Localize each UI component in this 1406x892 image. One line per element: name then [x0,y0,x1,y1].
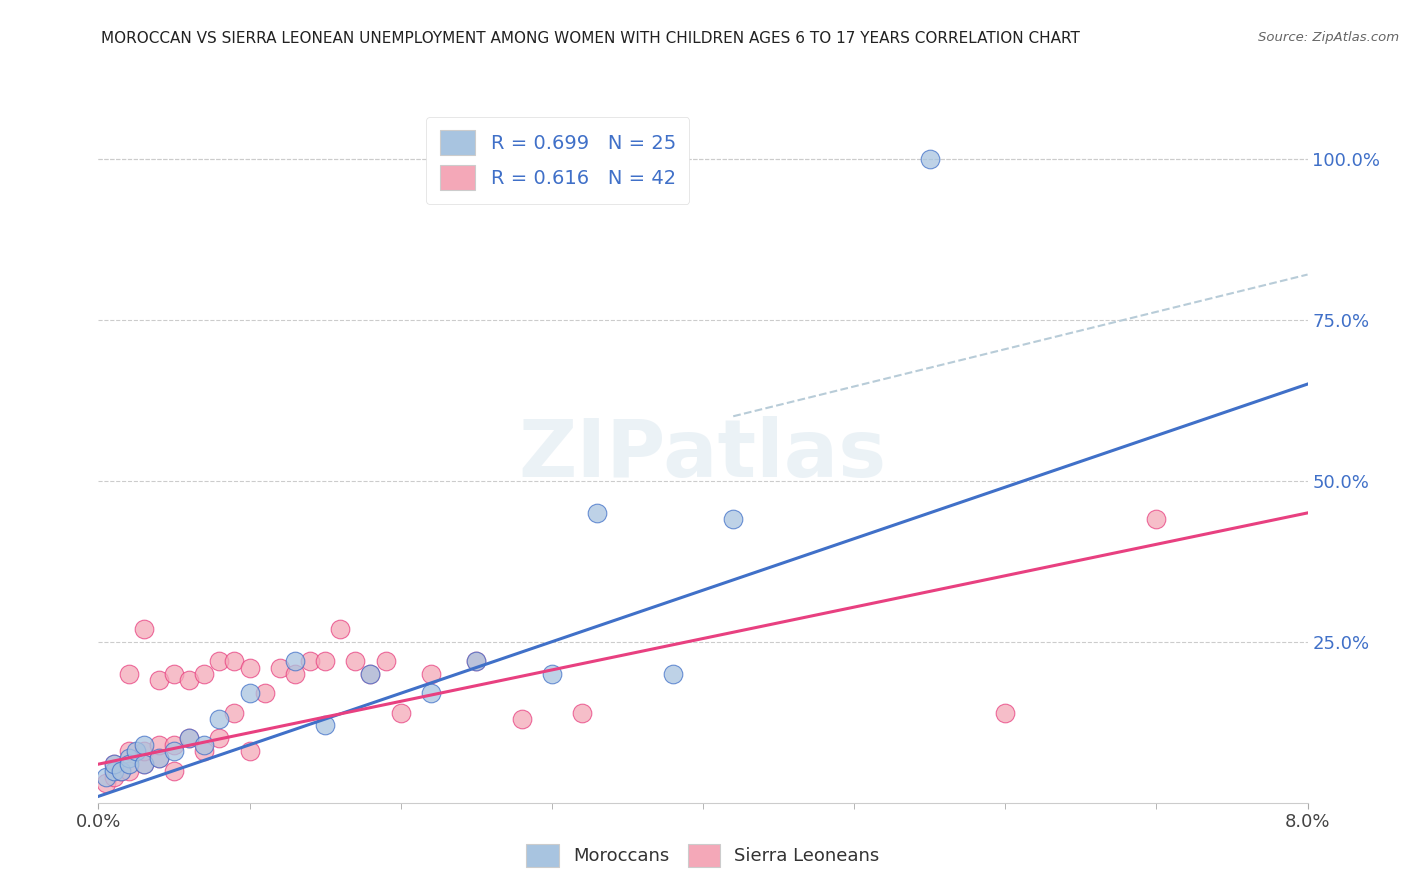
Point [314,718,336,732]
Point [118,667,141,681]
Point [132,757,155,772]
Point [148,750,170,764]
Point [224,654,246,668]
Point [299,654,322,668]
Point [103,770,125,784]
Point [420,667,443,681]
Point [163,738,186,752]
Point [994,706,1017,720]
Point [179,673,201,688]
Point [132,744,155,758]
Point [465,654,488,668]
Point [110,764,132,778]
Point [94,770,117,784]
Point [329,622,352,636]
Point [193,744,215,758]
Point [118,757,141,772]
Point [103,757,125,772]
Point [360,667,382,681]
Point [208,712,231,726]
Point [723,512,745,526]
Point [118,744,141,758]
Point [118,764,141,778]
Point [179,731,201,746]
Point [148,750,170,764]
Point [148,673,170,688]
Point [103,757,125,772]
Point [163,764,186,778]
Text: MOROCCAN VS SIERRA LEONEAN UNEMPLOYMENT AMONG WOMEN WITH CHILDREN AGES 6 TO 17 Y: MOROCCAN VS SIERRA LEONEAN UNEMPLOYMENT … [101,31,1080,46]
Point [125,744,148,758]
Point [110,764,132,778]
Point [193,738,215,752]
Text: ZIPatlas: ZIPatlas [519,416,887,494]
Point [132,738,155,752]
Point [1146,512,1168,526]
Point [163,744,186,758]
Point [662,667,685,681]
Point [360,667,382,681]
Point [224,706,246,720]
Point [510,712,533,726]
Point [239,744,262,758]
Text: Source: ZipAtlas.com: Source: ZipAtlas.com [1258,31,1399,45]
Point [571,706,593,720]
Point [179,731,201,746]
Point [918,152,941,166]
Point [208,731,231,746]
Point [314,654,336,668]
Legend: Moroccans, Sierra Leoneans: Moroccans, Sierra Leoneans [519,837,887,874]
Point [253,686,276,700]
Point [269,660,291,674]
Point [163,667,186,681]
Point [103,764,125,778]
Legend: R = 0.699   N = 25, R = 0.616   N = 42: R = 0.699 N = 25, R = 0.616 N = 42 [426,117,689,203]
Point [193,667,215,681]
Point [344,654,367,668]
Point [465,654,488,668]
Point [118,750,141,764]
Point [374,654,396,668]
Point [239,686,262,700]
Point [389,706,412,720]
Point [420,686,443,700]
Point [208,654,231,668]
Point [148,738,170,752]
Point [94,776,117,790]
Point [284,654,307,668]
Point [541,667,564,681]
Point [132,622,155,636]
Point [284,667,307,681]
Point [586,506,609,520]
Point [239,660,262,674]
Point [132,757,155,772]
